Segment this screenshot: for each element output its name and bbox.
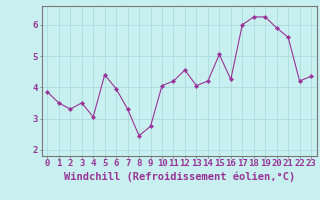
X-axis label: Windchill (Refroidissement éolien,°C): Windchill (Refroidissement éolien,°C) [64,171,295,182]
